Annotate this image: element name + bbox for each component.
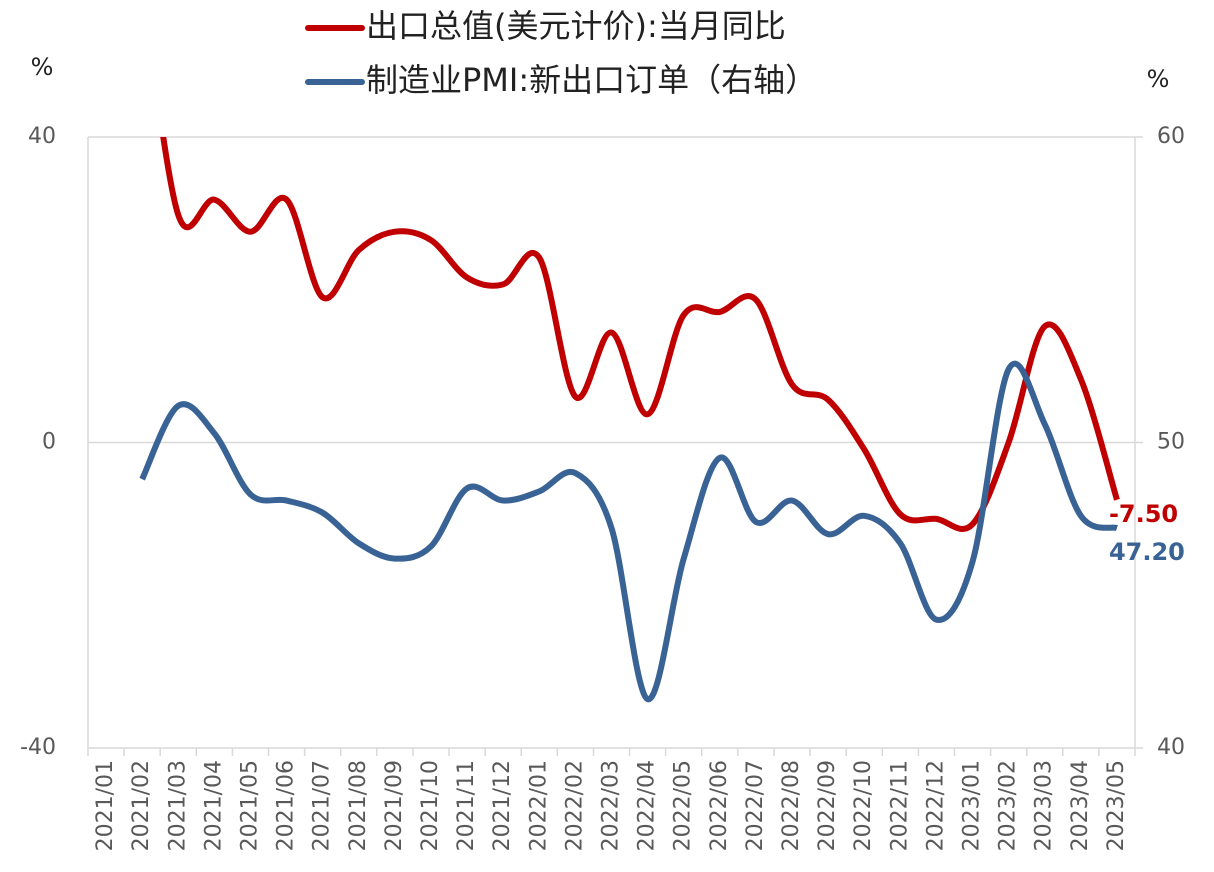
y2-tick-label: 40	[1157, 735, 1185, 760]
x-tick-label: 2022/03	[599, 760, 624, 851]
x-tick-label: 2023/04	[1068, 760, 1093, 851]
legend-label: 制造业PMI:新出口订单（右轴）	[366, 61, 817, 99]
x-tick-label: 2023/03	[1032, 760, 1057, 851]
x-tick-label: 2023/01	[960, 760, 985, 851]
x-tick-label: 2023/02	[996, 760, 1021, 851]
y2-axis-label: %	[1147, 65, 1170, 93]
x-tick-label: 2022/04	[635, 760, 660, 851]
x-tick-label: 2022/09	[815, 760, 840, 851]
y2-tick-label: 50	[1157, 430, 1185, 455]
data-label: 47.20	[1109, 538, 1185, 566]
x-tick-label: 2021/03	[165, 760, 190, 851]
y-axis-label: %	[31, 53, 54, 81]
x-tick-label: 2021/04	[201, 760, 226, 851]
x-tick-label: 2021/05	[237, 760, 262, 851]
y-tick-label: 0	[42, 430, 56, 455]
legend-label: 出口总值(美元计价):当月同比	[366, 7, 786, 45]
x-tick-label: 2021/11	[454, 760, 479, 851]
x-tick-label: 2021/06	[274, 760, 299, 851]
x-tick-label: 2022/06	[707, 760, 732, 851]
x-tick-label: 2022/05	[671, 760, 696, 851]
y-tick-label: 40	[28, 124, 56, 149]
y2-tick-label: 60	[1157, 124, 1185, 149]
x-tick-label: 2022/07	[743, 760, 768, 851]
x-tick-label: 2021/12	[490, 760, 515, 851]
x-tick-label: 2021/08	[346, 760, 371, 851]
x-tick-label: 2021/09	[382, 760, 407, 851]
x-tick-label: 2022/10	[851, 760, 876, 851]
x-tick-label: 2022/01	[526, 760, 551, 851]
x-tick-label: 2021/10	[418, 760, 443, 851]
x-tick-label: 2021/01	[93, 760, 118, 851]
series-line	[139, 360, 1118, 703]
x-tick-label: 2022/08	[779, 760, 804, 851]
y-tick-label: -40	[20, 735, 56, 760]
series-line	[160, 137, 1120, 532]
x-tick-label: 2022/02	[562, 760, 587, 851]
x-tick-label: 2021/07	[310, 760, 335, 851]
x-tick-label: 2021/02	[129, 760, 154, 851]
x-tick-label: 2022/12	[923, 760, 948, 851]
data-label: -7.50	[1109, 500, 1178, 528]
x-tick-label: 2023/05	[1104, 760, 1129, 851]
x-tick-label: 2022/11	[887, 760, 912, 851]
